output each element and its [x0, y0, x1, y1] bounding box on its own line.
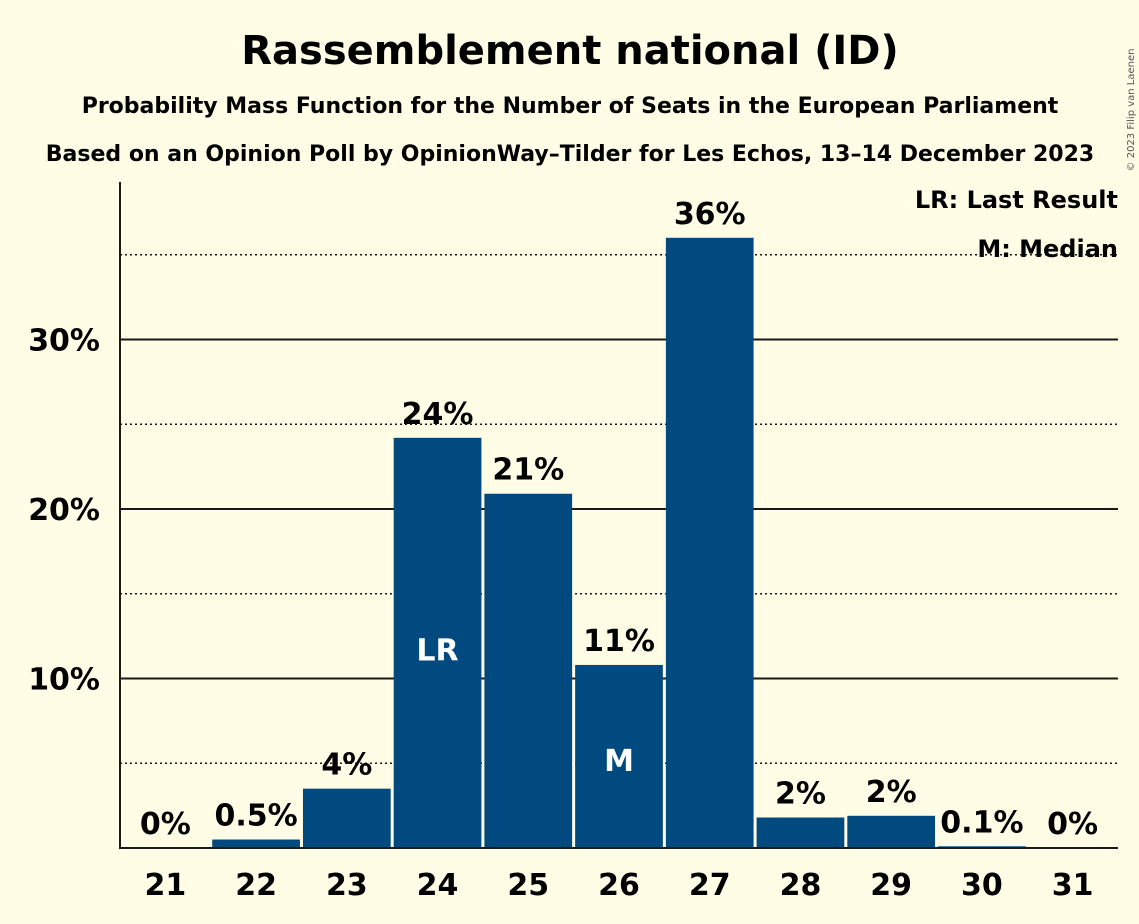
last-result-marker: LR [416, 634, 458, 669]
data-label: 0% [1047, 807, 1098, 842]
bar [393, 437, 482, 848]
median-marker: M [604, 744, 634, 779]
bar [484, 493, 573, 848]
y-tick-label: 10% [28, 663, 100, 698]
y-tick-label: 30% [28, 324, 100, 359]
bar [212, 839, 300, 848]
bar [575, 664, 663, 848]
data-label: 11% [583, 624, 655, 659]
bar [302, 788, 391, 848]
data-label: 2% [775, 776, 826, 811]
data-label: 0.1% [940, 805, 1023, 840]
chart-subtitle-source: Based on an Opinion Poll by OpinionWay–T… [46, 142, 1094, 167]
data-label: 0.5% [214, 799, 297, 834]
x-tick-label: 27 [689, 868, 731, 903]
y-tick-labels: 10% 20% 30% [28, 324, 100, 698]
data-label: 0% [140, 807, 191, 842]
bar [756, 817, 845, 848]
data-labels: 0% 0.5% 4% 24% LR 21% 11% M 36% 2% 2% 0.1% 0% [140, 197, 1098, 842]
chart-title: Rassemblement national (ID) [241, 28, 899, 74]
chart-subtitle: Probability Mass Function for the Number… [82, 94, 1059, 119]
bar [847, 815, 936, 848]
x-tick-label: 22 [235, 868, 277, 903]
legend-last-result: LR: Last Result [915, 186, 1118, 214]
x-tick-label: 31 [1052, 868, 1094, 903]
x-tick-label: 23 [326, 868, 368, 903]
legend-median: M: Median [977, 235, 1118, 263]
x-tick-label: 26 [598, 868, 640, 903]
x-tick-labels: 21 22 23 24 25 26 27 28 29 30 31 [144, 868, 1093, 903]
data-label: 24% [402, 397, 474, 432]
copyright-notice: © 2023 Filip van Laenen [1126, 49, 1137, 172]
data-label: 36% [674, 197, 746, 232]
x-tick-label: 24 [417, 868, 459, 903]
x-tick-label: 29 [870, 868, 912, 903]
x-tick-label: 21 [144, 868, 186, 903]
bars [212, 237, 1026, 849]
data-label: 2% [866, 775, 917, 810]
y-tick-label: 20% [28, 493, 100, 528]
data-label: 21% [492, 453, 564, 488]
x-tick-label: 25 [507, 868, 549, 903]
bar [665, 237, 754, 849]
x-tick-label: 30 [961, 868, 1003, 903]
data-label: 4% [321, 748, 372, 783]
x-tick-label: 28 [780, 868, 822, 903]
